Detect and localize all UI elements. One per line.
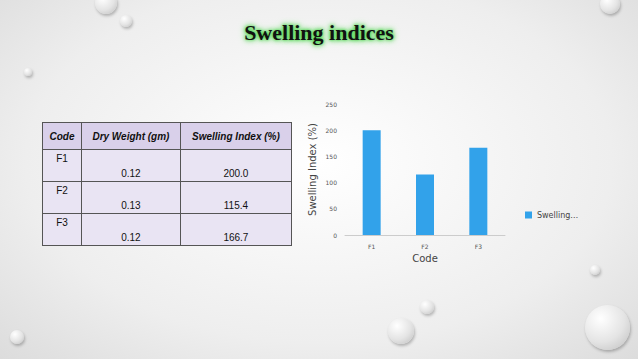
html-text:0.12: 0.12 <box>121 168 141 179</box>
html-text:F2: F2 <box>56 185 68 196</box>
svg-text:0: 0 <box>333 232 337 239</box>
svg-text:150: 150 <box>326 153 338 160</box>
svg-text:50: 50 <box>329 205 337 212</box>
html-text:Swelling Index (%): Swelling Index (%) <box>192 130 280 142</box>
html-text:Dry Weight (gm): Dry Weight (gm) <box>92 130 170 142</box>
svg-text:Swelling…: Swelling… <box>537 211 578 220</box>
html-text:0.12: 0.12 <box>121 232 141 243</box>
html-text:Code: Code <box>49 130 75 142</box>
svg-text:F3: F3 <box>475 243 482 250</box>
html-text:200.0: 200.0 <box>223 168 249 179</box>
svg-text:100: 100 <box>326 179 338 186</box>
html-text:166.7: 166.7 <box>223 232 249 243</box>
html-text:F3: F3 <box>56 217 68 228</box>
svg-text:250: 250 <box>326 101 338 108</box>
html-text:F1: F1 <box>56 153 68 164</box>
svg-text:Swelling Index (%): Swelling Index (%) <box>307 123 318 216</box>
svg-text:F2: F2 <box>421 243 428 250</box>
svg-text:F1: F1 <box>368 243 375 250</box>
html-text:115.4: 115.4 <box>223 200 249 211</box>
html-text:Swelling indices: Swelling indices <box>244 20 394 45</box>
svg-text:200: 200 <box>326 127 338 134</box>
html-text:0.13: 0.13 <box>121 200 141 211</box>
svg-text:Code: Code <box>412 253 438 264</box>
